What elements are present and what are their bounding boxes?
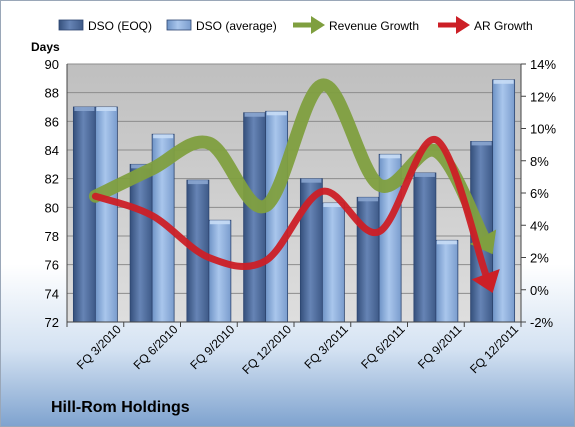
bar-dso-average xyxy=(208,219,232,323)
bar-dso-average xyxy=(321,202,345,323)
legend-item-dso-average: DSO (average) xyxy=(166,19,277,33)
bar-dso-average xyxy=(435,239,459,323)
y2-tick-label: -2% xyxy=(530,315,554,330)
bar-dso-eoq xyxy=(243,112,267,323)
bar-cap xyxy=(266,111,287,116)
legend-label: DSO (average) xyxy=(196,19,277,33)
y2-tick-label: 4% xyxy=(530,218,549,233)
y2-axis-ticks: -2% 0% 2% 4% 6% 8% 10% 12% 14% xyxy=(521,57,556,330)
y2-tick-label: 6% xyxy=(530,186,549,201)
bar-cap xyxy=(493,79,514,84)
bar-cap xyxy=(187,180,208,185)
revenue-growth-line xyxy=(88,78,490,244)
legend-swatch xyxy=(58,19,84,31)
bar-dso-eoq xyxy=(413,172,437,323)
bar-cap xyxy=(131,164,152,169)
x-tick-label: FQ 9/2011 xyxy=(415,322,465,372)
y2-tick-label: 12% xyxy=(530,89,556,104)
legend-label: AR Growth xyxy=(474,19,533,33)
bar-dso-eoq xyxy=(72,106,96,323)
y-axis-ticks: 72 74 76 78 80 82 84 86 88 90 xyxy=(45,57,59,330)
bar-cap xyxy=(380,154,401,159)
bar-dso-average xyxy=(94,106,118,323)
legend-item-dso-eoq: DSO (EOQ) xyxy=(58,19,152,33)
company-name: Hill-Rom Holdings xyxy=(51,399,190,416)
bar-cap xyxy=(74,107,95,111)
x-tick-label: FQ 6/2010 xyxy=(131,322,181,372)
x-tick-label: FQ 12/2010 xyxy=(239,322,294,377)
bar-cap xyxy=(436,240,457,245)
legend-item-revenue-growth: Revenue Growth xyxy=(293,16,419,34)
bar-cap xyxy=(96,107,117,111)
legend-label: Revenue Growth xyxy=(329,19,419,33)
bar-cap xyxy=(414,172,435,177)
x-tick-label: FQ 3/2010 xyxy=(74,322,124,372)
y-tick-label: 84 xyxy=(45,143,59,158)
legend-swatch xyxy=(166,19,192,31)
y-tick-label: 90 xyxy=(45,57,59,72)
x-tick-label: FQ 3/2011 xyxy=(302,322,352,372)
legend-arrowhead xyxy=(311,16,325,34)
y2-tick-label: 8% xyxy=(530,154,549,169)
legend-label: DSO (EOQ) xyxy=(88,19,152,33)
bar-cap xyxy=(244,112,265,117)
revenue-growth-arrowhead xyxy=(469,229,497,255)
y-tick-label: 72 xyxy=(45,315,59,330)
bar-dso-average xyxy=(265,110,289,323)
bar-cap xyxy=(358,197,379,202)
y-tick-label: 88 xyxy=(45,86,59,101)
legend: DSO (EOQ) DSO (average) Revenue Growth AR G… xyxy=(58,16,533,34)
x-tick-label: FQ 9/2010 xyxy=(187,322,237,372)
bar-dso-average xyxy=(492,79,516,323)
bar-cap xyxy=(323,203,344,208)
y-tick-label: 82 xyxy=(45,172,59,187)
ar-growth-arrowhead xyxy=(471,269,500,293)
bar-dso-eoq xyxy=(129,163,153,323)
bar-cap xyxy=(153,134,174,139)
y-tick-label: 76 xyxy=(45,258,59,273)
legend-arrowhead xyxy=(456,16,470,34)
y-tick-label: 78 xyxy=(45,229,59,244)
y-tick-label: 74 xyxy=(45,286,59,301)
y-axis-label: Days xyxy=(31,40,60,54)
y2-tick-label: 14% xyxy=(530,57,556,72)
y2-tick-label: 0% xyxy=(530,283,549,298)
legend-item-ar-growth: AR Growth xyxy=(438,16,533,34)
y2-tick-label: 2% xyxy=(530,251,549,266)
y-tick-label: 80 xyxy=(45,200,59,215)
bar-dso-eoq xyxy=(356,196,380,323)
x-tick-label: FQ 6/2011 xyxy=(358,322,408,372)
bar-cap xyxy=(301,178,322,183)
bar-cap xyxy=(471,141,492,146)
growth-lines xyxy=(88,78,500,293)
y2-tick-label: 10% xyxy=(530,122,556,137)
x-tick-label: FQ 12/2011 xyxy=(467,322,521,376)
y-tick-label: 86 xyxy=(45,114,59,129)
ar-growth-line xyxy=(91,136,490,278)
bar-cap xyxy=(209,220,230,225)
x-axis-ticks: FQ 3/2010 FQ 6/2010 FQ 9/2010 FQ 12/2010 FQ … xyxy=(74,322,521,377)
